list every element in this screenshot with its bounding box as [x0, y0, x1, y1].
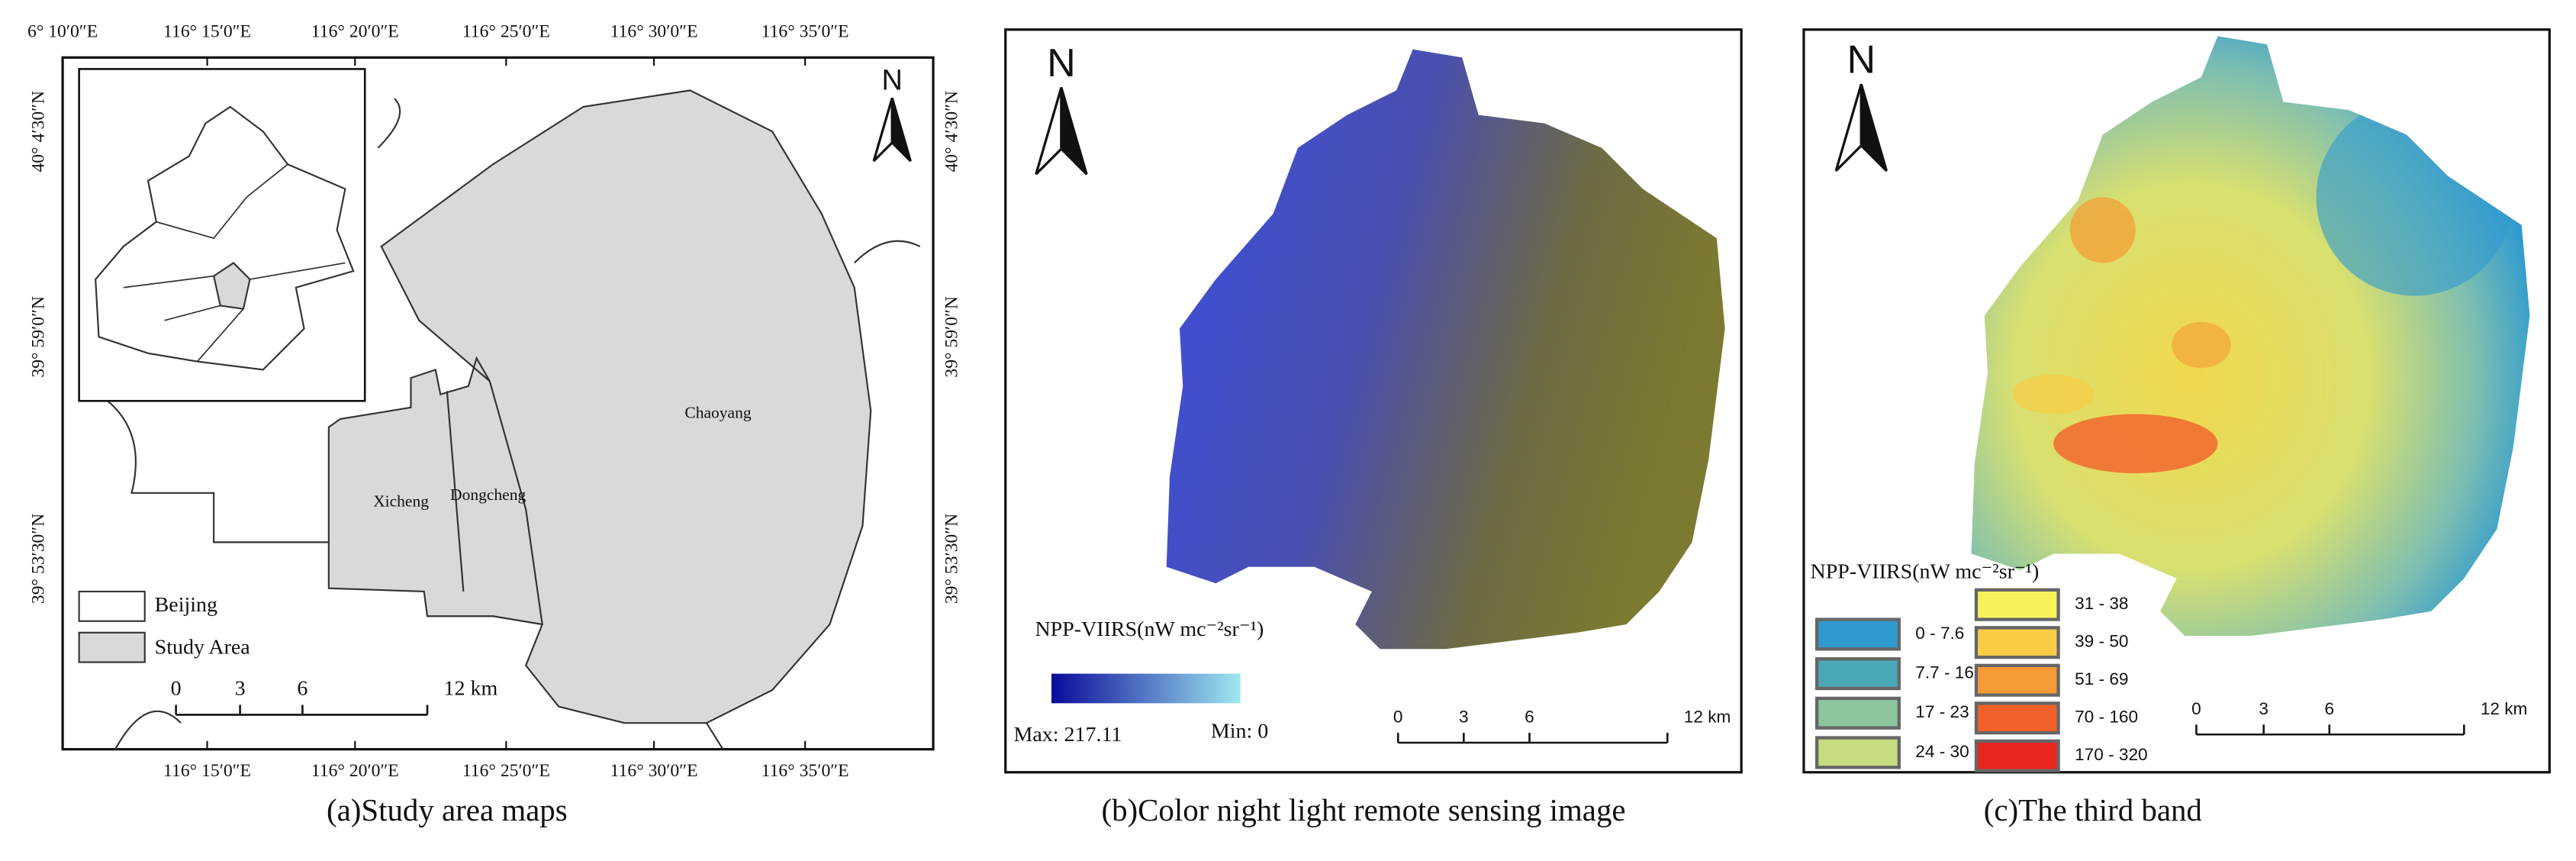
- legend-label: 24 - 30: [1915, 742, 1969, 761]
- legend-label: Study Area: [155, 636, 251, 659]
- boundary-lines: [98, 98, 921, 750]
- coord-label: 39° 53′30″N: [942, 514, 961, 604]
- legend-swatch: [1815, 736, 1901, 769]
- coord-label: 116° 20′0″E: [311, 761, 399, 781]
- coord-label: 116° 35′0″E: [762, 761, 849, 781]
- scale-label: 3: [1459, 708, 1469, 727]
- coord-label: 39° 53′30″N: [28, 514, 48, 604]
- coord-label: 39° 59′0″N: [942, 296, 961, 378]
- coord-label: 40° 4′30″N: [28, 91, 48, 173]
- legend-swatch: [1815, 657, 1901, 691]
- north-arrow: [1860, 83, 1888, 173]
- district-boundaries: [446, 381, 543, 625]
- legend-swatch: [78, 631, 146, 663]
- coord-label: 39° 59′0″N: [28, 296, 48, 378]
- legend-swatch: [1974, 739, 2060, 772]
- legend-label: 31 - 38: [2075, 594, 2128, 613]
- coord-label: 116° 30′0″E: [610, 21, 698, 41]
- legend-swatch: [78, 590, 146, 622]
- inset-districts: [123, 163, 346, 363]
- coord-label: 116° 35′0″E: [762, 21, 849, 41]
- scale-label: 6: [297, 677, 308, 701]
- legend-swatch: [1974, 626, 2060, 659]
- legend-swatch: [1974, 663, 2060, 697]
- scale-label: 3: [235, 677, 246, 701]
- legend-swatch: [1815, 696, 1901, 730]
- legend-swatch: [1815, 618, 1901, 651]
- coord-label: 40° 4′30″N: [942, 91, 961, 173]
- legend-label: 7.7 - 16: [1915, 663, 1974, 682]
- north-label: N: [1847, 38, 1876, 82]
- legend-max: Max: 217.11: [1014, 723, 1122, 747]
- legend-label: 39 - 50: [2075, 632, 2128, 651]
- north-label: N: [882, 65, 903, 97]
- legend-title: NPP-VIIRS(nW mc⁻²sr⁻¹): [1811, 560, 2040, 584]
- inset-study-area: [212, 262, 251, 310]
- scale-label: 12 km: [444, 677, 498, 701]
- scale-label: 3: [2259, 699, 2268, 718]
- color-ramp: [1051, 673, 1241, 704]
- caption: (c)The third band: [1984, 793, 2202, 827]
- legend-label: 51 - 69: [2075, 669, 2128, 688]
- scale-label: 12 km: [2481, 699, 2528, 718]
- north-label: N: [1047, 41, 1076, 85]
- district-label: Xicheng: [373, 492, 429, 511]
- caption: (a)Study area maps: [327, 793, 568, 827]
- legend-label: 170 - 320: [2075, 745, 2147, 764]
- scale-label: 0: [171, 677, 182, 701]
- scale-label: 12 km: [1684, 708, 1731, 727]
- scale-label: 0: [1393, 708, 1403, 727]
- legend-label: 70 - 160: [2075, 708, 2138, 727]
- north-arrow: [1060, 87, 1088, 176]
- caption: (b)Color night light remote sensing imag…: [1101, 793, 1625, 827]
- coord-label: 116° 15′0″E: [163, 21, 251, 41]
- coord-label: 116° 25′0″E: [462, 761, 550, 781]
- coord-label: 116° 15′0″E: [163, 761, 251, 781]
- legend-swatch: [1974, 588, 2060, 621]
- scale-label: 6: [2325, 699, 2335, 718]
- legend-min: Min: 0: [1211, 720, 1268, 743]
- legend-label: 0 - 7.6: [1915, 624, 1964, 643]
- coord-label: 116° 25′0″E: [462, 21, 550, 41]
- scale-label: 0: [2191, 699, 2201, 718]
- coord-label: 116° 20′0″E: [311, 21, 399, 41]
- scale-label: 6: [1525, 708, 1534, 727]
- legend-label: 17 - 23: [1915, 702, 1969, 721]
- district-label: Dongcheng: [450, 485, 526, 504]
- coord-label: 116° 30′0″E: [610, 761, 698, 781]
- north-arrow: [890, 97, 912, 163]
- legend-label: Beijing: [155, 593, 217, 617]
- legend-title: NPP-VIIRS(nW mc⁻²sr⁻¹): [1035, 618, 1264, 641]
- legend-swatch: [1974, 701, 2060, 735]
- coord-label: 6° 10′0″E: [27, 21, 98, 41]
- district-label: Chaoyang: [684, 403, 751, 421]
